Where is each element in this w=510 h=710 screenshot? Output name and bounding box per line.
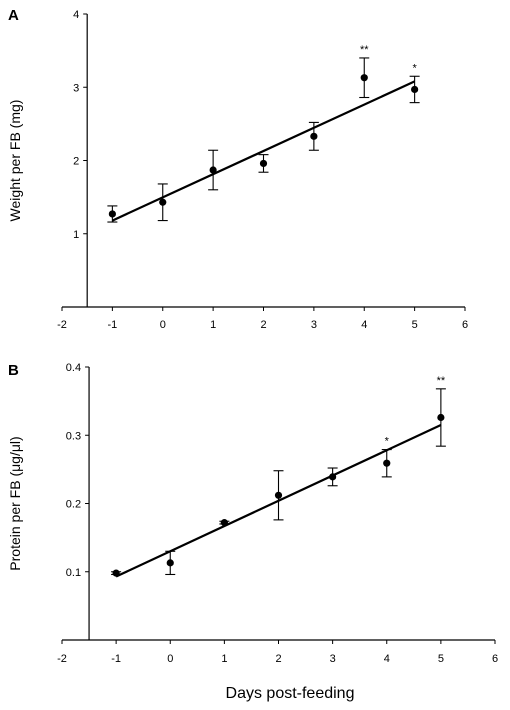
x-tick-label: 5	[438, 653, 444, 665]
significance-marker: *	[385, 436, 390, 448]
significance-marker: **	[437, 375, 446, 387]
y-axis-title: Protein per FB (μg/μl)	[7, 436, 23, 570]
x-tick-label: -2	[57, 319, 67, 331]
x-tick-label: 3	[311, 319, 317, 331]
x-tick-label: 0	[160, 319, 166, 331]
data-point	[360, 74, 368, 82]
y-axis-title: Weight per FB (mg)	[7, 100, 23, 222]
data-point	[411, 85, 419, 94]
data-point	[108, 210, 116, 218]
significance-marker: **	[360, 44, 369, 56]
x-tick-label: 1	[221, 653, 227, 665]
data-point	[329, 473, 337, 481]
x-tick-label: -1	[111, 653, 121, 665]
data-point	[437, 413, 445, 422]
panel-letter: B	[8, 362, 19, 379]
data-point	[274, 491, 283, 499]
data-point	[159, 198, 167, 206]
x-tick-label: 6	[462, 319, 468, 331]
panel-b: B -2 -1 0 1 2 3 4 5 6 0.1 0.2 0.3 0.4 Protein per FB (…	[7, 362, 498, 665]
y-tick-label: 0.1	[66, 567, 81, 579]
x-tick-label: 4	[361, 319, 367, 331]
x-tick-label: -1	[107, 319, 117, 331]
x-tick-label: 4	[384, 653, 390, 665]
data-point	[310, 132, 318, 140]
data-point	[220, 519, 228, 527]
y-tick-label: 0.3	[66, 430, 81, 442]
significance-marker: *	[412, 62, 417, 74]
x-tick-label: 0	[167, 653, 173, 665]
data-point	[259, 159, 268, 168]
y-tick-label: 4	[73, 9, 79, 21]
y-tick-label: 3	[73, 82, 79, 94]
data-point	[383, 459, 391, 467]
x-tick-label: -2	[57, 653, 67, 665]
panel-letter: A	[8, 7, 19, 24]
data-point	[112, 569, 120, 577]
regression-line	[111, 80, 416, 222]
x-tick-label: 3	[330, 653, 336, 665]
x-tick-label: 5	[412, 319, 418, 331]
y-tick-label: 2	[73, 156, 79, 168]
x-axis-title: Days post-feeding	[226, 685, 355, 702]
y-tick-label: 1	[73, 229, 79, 241]
x-tick-label: 6	[492, 653, 498, 665]
y-tick-label: 0.4	[66, 362, 81, 374]
x-tick-label: 2	[260, 319, 266, 331]
y-tick-label: 0.2	[66, 499, 81, 511]
data-point	[209, 166, 217, 174]
data-point	[166, 559, 174, 567]
x-tick-label: 1	[210, 319, 216, 331]
x-tick-label: 2	[275, 653, 281, 665]
